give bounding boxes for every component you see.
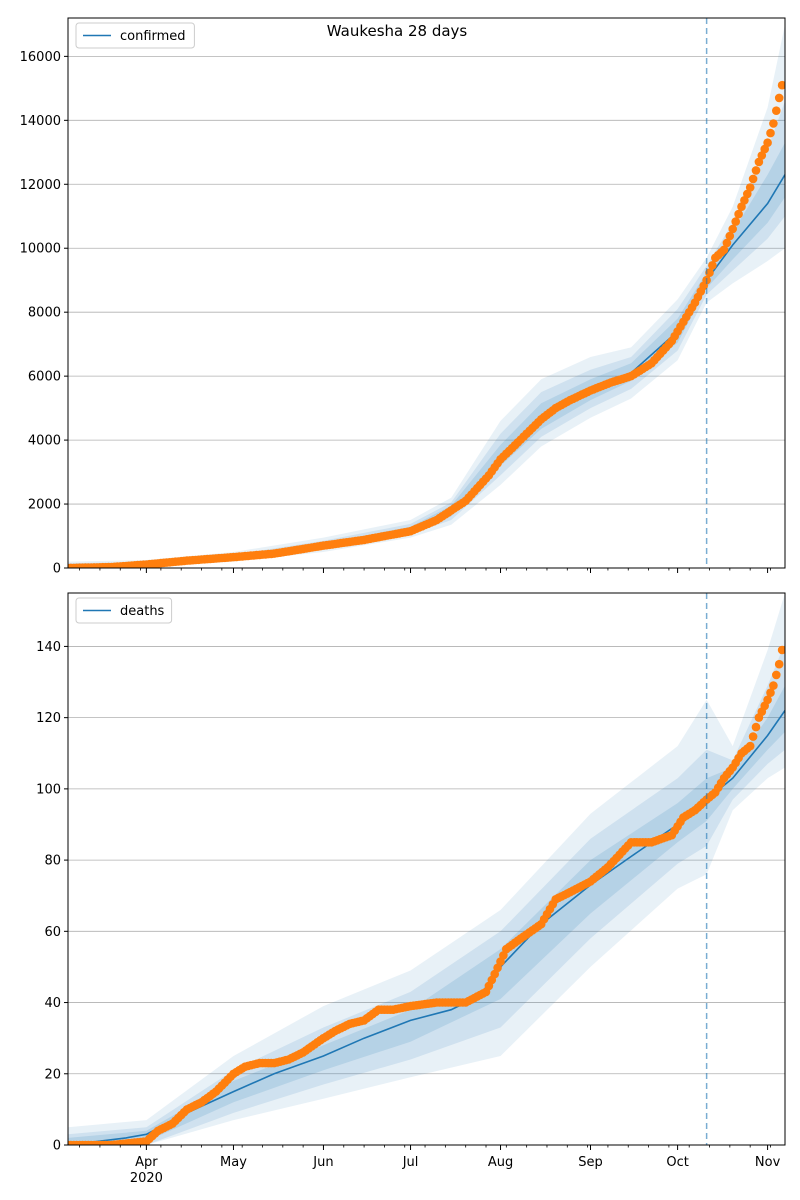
data-point — [728, 224, 737, 234]
uncertainty-band — [68, 142, 785, 568]
data-point — [748, 174, 758, 184]
data-point — [734, 209, 743, 219]
data-point — [772, 670, 781, 680]
axes-frame — [67, 17, 786, 569]
data-point — [763, 138, 772, 147]
y-tick-label: 4000 — [28, 434, 61, 449]
data-point — [772, 106, 781, 115]
y-tick-label: 60 — [44, 925, 61, 940]
data-point — [774, 93, 784, 103]
y-tick-label: 2000 — [28, 498, 61, 513]
data-point — [757, 151, 767, 160]
data-point — [774, 659, 784, 669]
data-point — [766, 128, 775, 138]
data-point — [766, 688, 775, 697]
y-tick-label: 140 — [36, 640, 61, 655]
data-point — [722, 238, 732, 248]
data-point — [754, 157, 764, 167]
data-point — [763, 695, 772, 705]
axes-frame — [67, 592, 786, 1146]
y-tick-label: 16000 — [20, 50, 61, 65]
x-tick-label: Nov — [755, 1155, 781, 1170]
y-tick-label: 14000 — [20, 114, 61, 129]
legend: deaths — [75, 597, 173, 624]
plot-area — [68, 593, 785, 1145]
confirmed-panel: 0 2000 4000 6000 8000 10000 12000 14000 16000 Wau… — [20, 17, 786, 577]
y-tick-label: 20 — [44, 1067, 61, 1082]
y-tick-label: 120 — [36, 711, 61, 726]
y-tick-label: 100 — [36, 782, 61, 797]
x-tick-label: Jul — [402, 1155, 419, 1170]
uncertainty-band — [68, 593, 785, 1145]
y-tick-label: 12000 — [20, 178, 61, 193]
model-line — [68, 174, 785, 568]
data-point — [731, 217, 740, 226]
data-point — [719, 245, 729, 255]
y-tick-label: 10000 — [20, 242, 61, 257]
y-tick-label: 8000 — [28, 306, 61, 321]
x-tick-label: 2020 — [130, 1171, 163, 1186]
data-point — [777, 80, 785, 90]
legend-label: confirmed — [120, 29, 186, 44]
data-point — [725, 231, 735, 241]
data-point — [745, 741, 755, 751]
data-point — [708, 261, 717, 270]
y-tick-label: 40 — [44, 996, 61, 1011]
legend-box — [75, 22, 195, 49]
y-tick-label: 80 — [44, 854, 61, 869]
x-tick-label: Aug — [488, 1155, 513, 1170]
plot-area — [68, 24, 785, 568]
legend-label: deaths — [120, 604, 165, 619]
data-point — [740, 196, 749, 205]
uncertainty-band — [68, 642, 785, 1145]
x-tick-label: May — [220, 1155, 247, 1170]
y-tick-label: 6000 — [28, 370, 61, 385]
data-point — [748, 732, 758, 741]
x-tick-label: Oct — [666, 1155, 688, 1170]
data-point — [751, 722, 761, 732]
chart-title: Waukesha 28 days — [327, 22, 468, 40]
y-tick-label: 0 — [53, 562, 61, 577]
data-point — [777, 645, 785, 655]
data-point — [737, 202, 746, 211]
y-tick-label: 0 — [53, 1139, 61, 1154]
x-tick-label: Apr — [135, 1155, 158, 1170]
data-point — [751, 166, 761, 175]
data-point — [743, 189, 752, 199]
x-tick-label: Sep — [578, 1155, 603, 1170]
data-point — [769, 681, 778, 690]
legend: confirmed — [75, 22, 195, 49]
legend-box — [75, 597, 173, 624]
data-point — [760, 144, 769, 154]
x-tick-label: Jun — [312, 1155, 333, 1170]
uncertainty-band — [68, 24, 785, 568]
data-point — [745, 183, 755, 192]
data-point — [769, 119, 778, 128]
